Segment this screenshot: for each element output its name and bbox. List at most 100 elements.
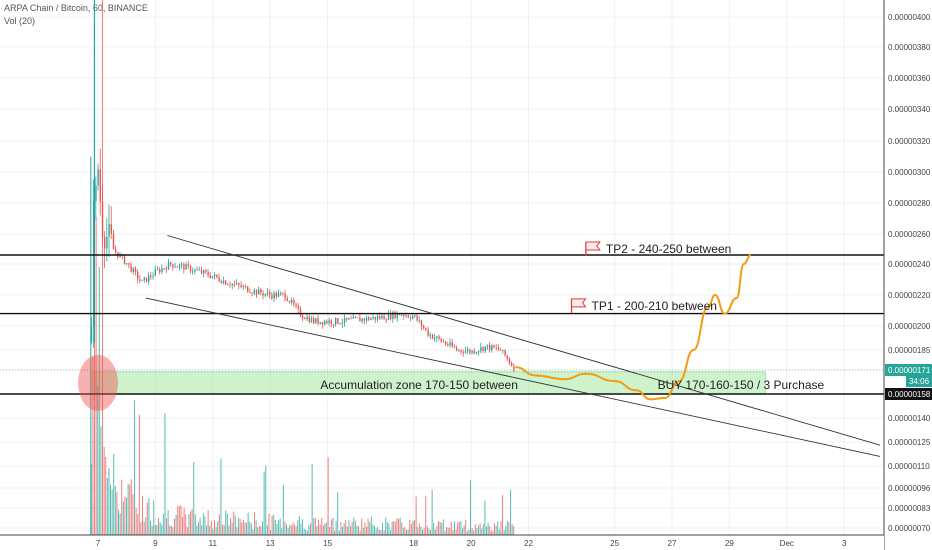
- forecast-path: [515, 254, 752, 401]
- x-tick-label: 18: [409, 539, 418, 548]
- volume-bar: [378, 529, 380, 535]
- candle-body: [343, 317, 346, 323]
- candle-body: [434, 337, 436, 339]
- candle-body: [97, 169, 99, 186]
- volume-bar: [276, 524, 278, 535]
- volume-bar: [314, 517, 316, 535]
- volume-bar: [470, 479, 472, 535]
- candle-body: [495, 347, 498, 349]
- candle-body: [176, 266, 179, 268]
- candle-body: [313, 318, 315, 323]
- volume-bar: [191, 509, 193, 535]
- volume-bar: [292, 521, 294, 535]
- volume-bar: [95, 217, 97, 536]
- candle-body: [308, 316, 311, 323]
- volume-bar: [366, 526, 368, 535]
- volume-bar: [343, 523, 345, 535]
- volume-bar: [108, 468, 110, 535]
- candle-body: [216, 274, 218, 278]
- candle-body: [350, 318, 352, 320]
- candle-body: [374, 316, 377, 320]
- x-tick-label: 29: [725, 539, 734, 548]
- upper-trendline: [167, 235, 881, 446]
- volume-bar: [391, 521, 393, 535]
- volume-bar: [396, 518, 398, 535]
- volume-bar: [255, 520, 257, 535]
- candle-body: [200, 269, 203, 274]
- candle-body: [359, 317, 361, 322]
- volume-bar: [510, 489, 512, 535]
- price-axis-bg: [884, 0, 932, 550]
- volume-bar: [338, 530, 340, 535]
- volume-bar: [465, 519, 467, 535]
- time-axis-bg: [0, 535, 884, 550]
- volume-bar: [321, 518, 323, 535]
- candle-body: [376, 316, 379, 320]
- volume-bar: [135, 507, 137, 535]
- candle-body: [143, 277, 146, 280]
- volume-bar: [215, 527, 217, 535]
- volume-bar: [124, 496, 126, 535]
- candle-body: [493, 345, 495, 348]
- volume-bar: [329, 526, 331, 535]
- volume-bar: [418, 523, 420, 535]
- volume-bar: [175, 514, 177, 535]
- volume-bar: [97, 385, 99, 535]
- volume-bar: [138, 414, 140, 535]
- candle-body: [126, 263, 128, 265]
- volume-bar: [153, 500, 155, 535]
- volume-bar: [482, 524, 484, 535]
- y-tick-label: 0.00000320: [888, 137, 931, 146]
- volume-bar: [233, 511, 235, 535]
- volume-bar: [313, 518, 315, 535]
- candle-body: [339, 323, 341, 325]
- volume-bar: [372, 524, 374, 535]
- volume-bar: [425, 496, 427, 535]
- volume-bar: [262, 521, 264, 535]
- candle-body: [291, 300, 293, 303]
- y-tick-label: 0.00000110: [888, 462, 930, 471]
- volume-bar: [502, 495, 504, 535]
- volume-bar: [100, 426, 102, 535]
- volume-bar: [503, 530, 505, 535]
- tp1-annotation: TP1 - 200-210 between: [592, 299, 717, 313]
- volume-bar: [146, 502, 148, 535]
- candle-body: [238, 283, 240, 286]
- volume-bar: [361, 518, 363, 535]
- candle-body: [429, 334, 432, 336]
- candle-body: [513, 365, 515, 371]
- candle-body: [431, 334, 434, 339]
- candle-body: [511, 363, 513, 366]
- candle-body: [352, 316, 355, 319]
- chart-grid: [0, 0, 884, 535]
- volume-bar: [386, 522, 388, 535]
- candle-body: [137, 271, 139, 280]
- candle-body: [174, 266, 176, 268]
- volume-bar: [287, 527, 289, 535]
- volume-bar: [167, 510, 169, 535]
- volume-bar: [244, 522, 246, 535]
- candle-body: [348, 318, 350, 320]
- volume-bar: [479, 523, 481, 535]
- candle-body: [240, 285, 242, 288]
- volume-bar: [174, 518, 176, 535]
- volume-bar: [345, 520, 347, 535]
- volume-bar: [508, 522, 510, 535]
- candle-body: [159, 269, 161, 273]
- candle-body: [330, 320, 333, 325]
- flag-cloth: [585, 241, 601, 251]
- candle-body: [310, 318, 313, 323]
- volume-bar: [154, 525, 156, 535]
- volume-bar: [260, 526, 262, 535]
- volume-bar: [305, 529, 307, 535]
- flag-cloth: [571, 298, 587, 308]
- volume-bar: [137, 514, 139, 535]
- candle-body: [387, 313, 390, 320]
- tp2-annotation: TP2 - 240-250 between: [606, 242, 731, 256]
- volume-bar: [126, 497, 128, 535]
- volume-bar: [319, 524, 321, 535]
- volume-bar: [242, 519, 244, 535]
- volume-bar: [169, 525, 171, 535]
- volume-bar: [300, 523, 302, 535]
